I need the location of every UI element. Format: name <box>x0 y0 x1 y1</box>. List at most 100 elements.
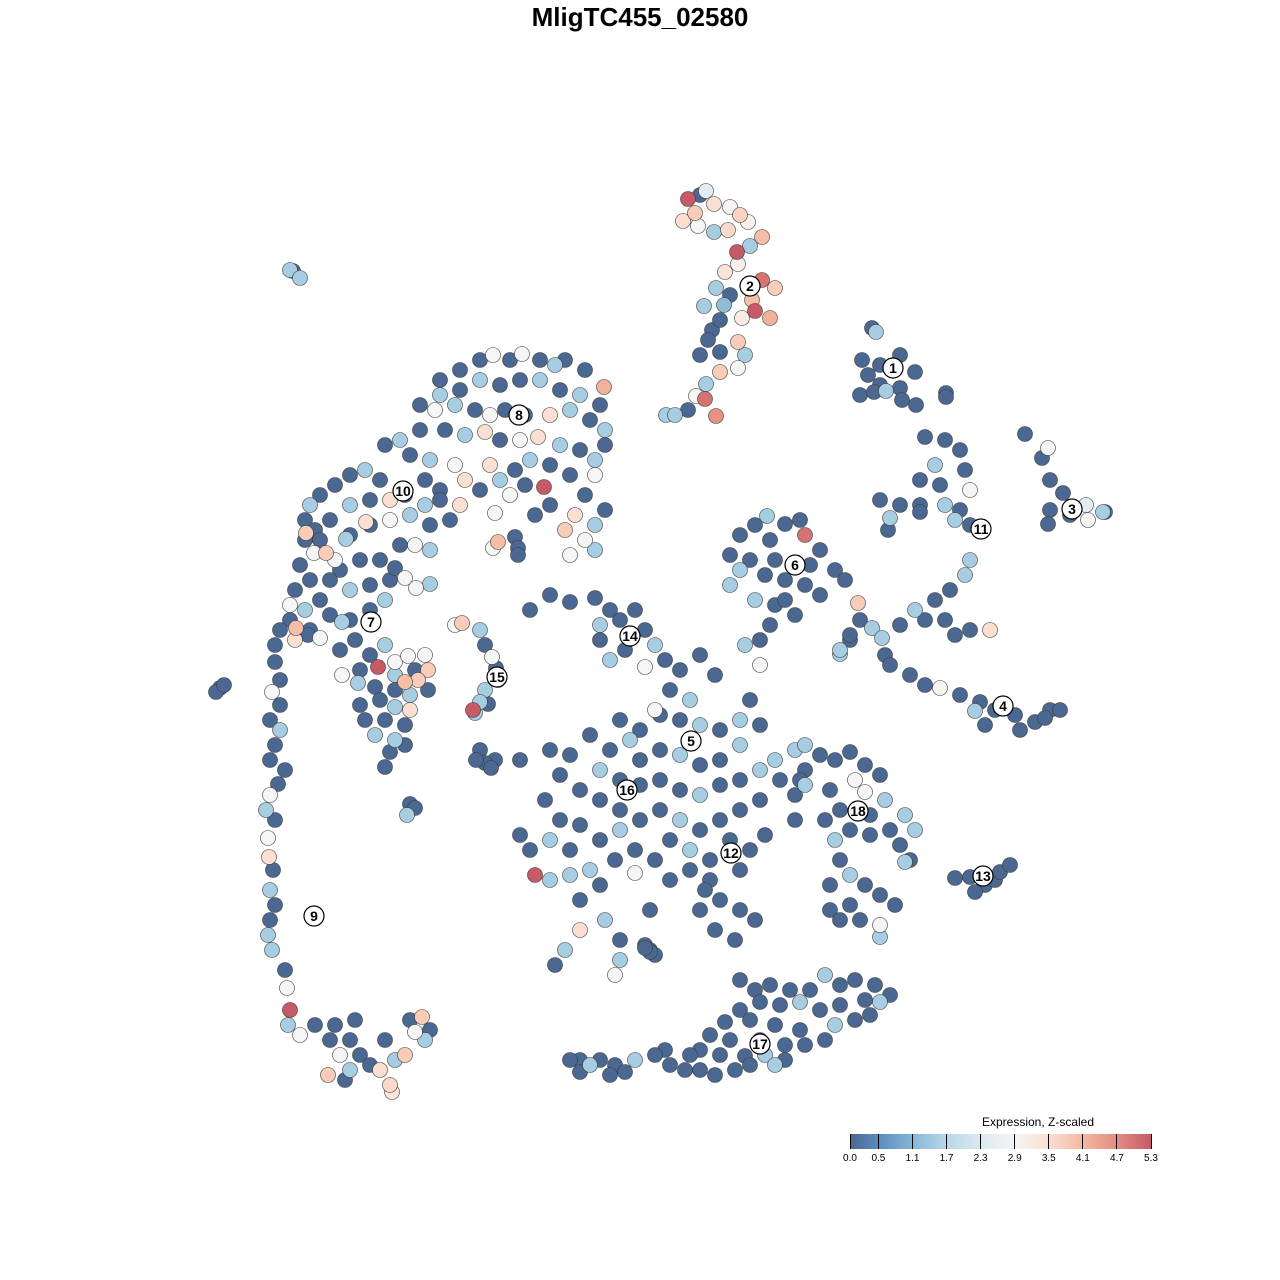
cluster-label-11: 11 <box>970 518 992 540</box>
cell-point <box>592 397 608 413</box>
cell-point <box>872 917 888 933</box>
cell-point <box>777 1037 793 1053</box>
cell-point <box>700 332 716 348</box>
cell-point <box>732 802 748 818</box>
cell-point <box>1052 702 1068 718</box>
cell-point <box>322 607 338 623</box>
cell-point <box>467 402 483 418</box>
cell-point <box>822 877 838 893</box>
cluster-label-badge <box>303 905 325 927</box>
cell-point <box>647 1047 663 1063</box>
cluster-label-badge <box>784 554 806 576</box>
cell-point <box>908 397 924 413</box>
cell-point <box>662 832 678 848</box>
cluster-label-6: 6 <box>784 554 806 576</box>
cell-point <box>1040 440 1056 456</box>
cluster-label-text: 11 <box>974 521 989 537</box>
cell-point <box>288 620 304 636</box>
cell-point <box>261 849 277 865</box>
cluster-label-badge <box>972 865 994 887</box>
cell-point <box>332 1047 348 1063</box>
legend-tick-label: 5.3 <box>1144 1153 1158 1164</box>
cell-point <box>562 747 578 763</box>
cell-point <box>752 762 768 778</box>
cell-point <box>387 560 403 576</box>
cell-point <box>1055 485 1071 501</box>
cell-point <box>812 1002 828 1018</box>
cluster-label-8: 8 <box>508 404 530 426</box>
cell-point <box>279 980 295 996</box>
cluster-label-1: 1 <box>882 357 904 379</box>
cell-point <box>392 432 408 448</box>
cell-point <box>862 1007 878 1023</box>
cell-point <box>312 487 328 503</box>
cell-point <box>260 830 276 846</box>
cell-point <box>587 452 603 468</box>
cell-point <box>277 962 293 978</box>
cell-point <box>708 280 724 296</box>
cell-point <box>327 1017 343 1033</box>
legend-tick-mark <box>1014 1134 1016 1149</box>
cell-point <box>362 577 378 593</box>
cell-point <box>717 1014 733 1030</box>
legend-tick-label: 2.9 <box>1007 1153 1022 1164</box>
cluster-label-text: 7 <box>367 614 375 630</box>
cell-point <box>422 452 438 468</box>
cluster-label-15: 15 <box>486 666 508 688</box>
cluster-label-3: 3 <box>1061 498 1083 520</box>
cell-point <box>912 472 928 488</box>
cell-point <box>672 712 688 728</box>
cell-point <box>720 222 736 238</box>
cluster-label-17: 17 <box>749 1033 771 1055</box>
cell-point <box>932 680 948 696</box>
cell-point <box>402 447 418 463</box>
cell-point <box>882 657 898 673</box>
cell-point <box>530 429 546 445</box>
cell-point <box>759 508 775 524</box>
cell-point <box>472 372 488 388</box>
cell-point <box>517 477 533 493</box>
cell-point <box>292 557 308 573</box>
legend-tick-mark <box>911 1134 913 1149</box>
cell-point <box>937 497 953 513</box>
cell-point <box>907 822 923 838</box>
cluster-label-text: 1 <box>889 360 897 376</box>
cell-point <box>417 647 433 663</box>
cell-point <box>827 562 843 578</box>
cell-point <box>447 457 463 473</box>
cell-point <box>947 870 963 886</box>
cell-point <box>562 402 578 418</box>
cell-point <box>857 877 873 893</box>
cluster-label-7: 7 <box>360 611 382 633</box>
cluster-label-badge <box>749 1033 771 1055</box>
cell-point <box>572 387 588 403</box>
cell-point <box>752 994 768 1010</box>
cell-point <box>797 737 813 753</box>
cluster-label-14: 14 <box>619 625 641 647</box>
cell-point <box>1040 516 1056 532</box>
cell-point <box>642 902 658 918</box>
cell-point <box>562 1052 578 1068</box>
cell-point <box>864 620 880 636</box>
cell-point <box>732 207 748 223</box>
cell-point <box>420 682 436 698</box>
legend-tick-mark <box>1150 1134 1152 1149</box>
cell-point <box>894 392 910 408</box>
cell-point <box>712 777 728 793</box>
cell-point <box>472 622 488 638</box>
cell-point <box>817 967 833 983</box>
cell-point <box>812 542 828 558</box>
cell-point <box>582 1057 598 1073</box>
cell-point <box>927 457 943 473</box>
cell-point <box>357 462 373 478</box>
cell-point <box>690 218 706 234</box>
cluster-label-text: 15 <box>489 669 505 685</box>
cell-point <box>712 722 728 738</box>
cell-point <box>647 702 663 718</box>
cell-point <box>842 744 858 760</box>
cell-point <box>877 792 893 808</box>
cell-point <box>672 782 688 798</box>
cell-point <box>387 699 403 715</box>
cell-point <box>730 360 746 376</box>
